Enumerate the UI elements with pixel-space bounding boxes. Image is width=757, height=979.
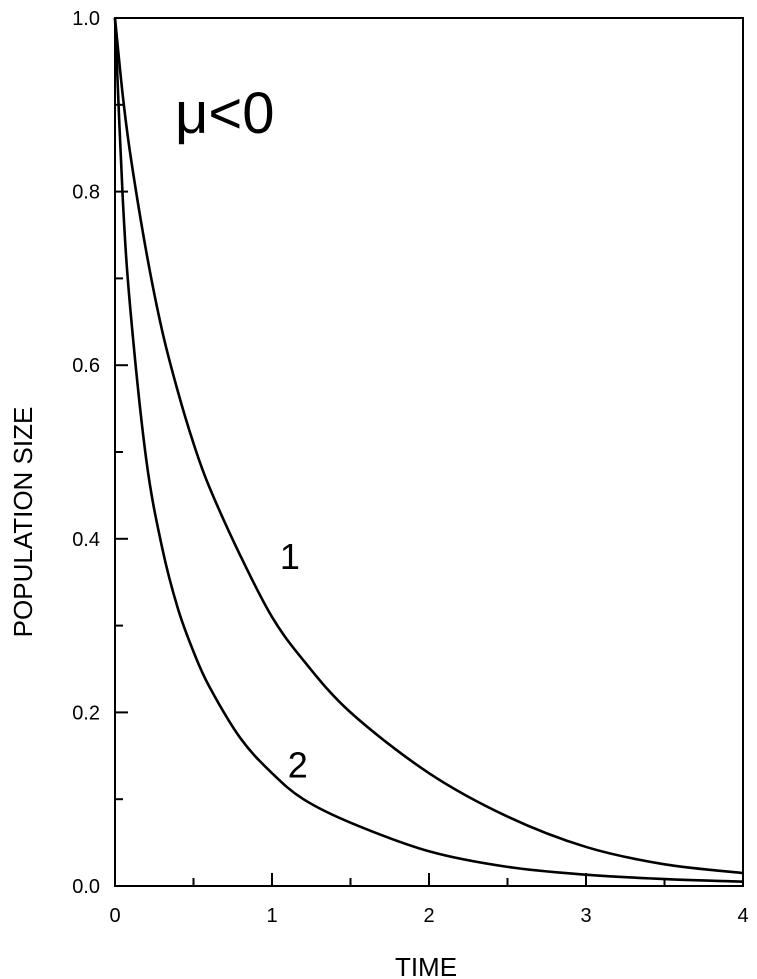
x-tick-label: 0 [109,905,120,927]
x-tick-label: 1 [266,905,277,927]
axis-ticks [114,17,744,887]
y-tick-labels: 0.0 0.2 0.4 0.6 0.8 1.0 [72,8,100,898]
curve-label-2: 2 [288,745,308,786]
x-tick-label: 4 [737,905,748,927]
annotation-mu: μ<0 [175,81,275,146]
y-tick-label: 1.0 [72,8,100,30]
curve-label-1: 1 [280,536,300,577]
series-line-2 [113,17,744,883]
y-tick-label: 0.4 [72,529,100,551]
curves [113,17,744,883]
x-tick-label: 3 [580,905,591,927]
plot-frame [114,17,744,887]
x-tick-labels: 0 1 2 3 4 [109,905,748,927]
y-tick-label: 0.8 [72,182,100,204]
curve-labels: 12 [280,536,308,785]
x-tick-label: 2 [423,905,434,927]
series-line-1 [113,17,744,875]
y-tick-label: 0.2 [72,702,100,724]
y-tick-label: 0.0 [72,876,100,898]
y-axis-title: POPULATION SIZE [8,407,38,638]
y-tick-label: 0.6 [72,355,100,377]
x-axis-title: TIME [395,952,457,979]
